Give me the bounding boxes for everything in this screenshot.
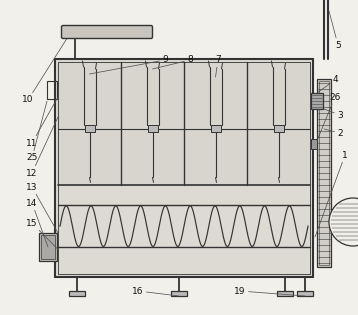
Text: 8: 8: [153, 55, 193, 69]
Bar: [317, 79, 331, 267]
Bar: [274, 125, 284, 132]
Bar: [69, 291, 85, 296]
Circle shape: [329, 198, 358, 246]
Bar: [277, 291, 293, 296]
Bar: [47, 81, 57, 99]
Text: 14: 14: [26, 198, 48, 247]
Bar: [56, 60, 312, 186]
Bar: [319, 81, 329, 265]
Text: 16: 16: [132, 287, 179, 296]
Text: 13: 13: [26, 182, 58, 233]
Bar: [211, 125, 221, 132]
Text: 9: 9: [90, 55, 168, 74]
Bar: [58, 62, 310, 274]
Text: 3: 3: [324, 109, 343, 119]
Bar: [39, 233, 57, 261]
Text: 2: 2: [324, 129, 343, 138]
Text: 10: 10: [22, 32, 71, 105]
Bar: [55, 59, 313, 277]
Text: 4: 4: [317, 76, 338, 93]
Text: 1: 1: [315, 151, 348, 237]
Bar: [147, 125, 158, 132]
Text: 15: 15: [26, 219, 58, 249]
Text: 19: 19: [234, 287, 305, 296]
Bar: [171, 291, 187, 296]
Text: A: A: [0, 314, 1, 315]
Text: 26: 26: [318, 93, 341, 138]
FancyBboxPatch shape: [62, 26, 153, 38]
Text: 12: 12: [26, 117, 58, 177]
Text: 6: 6: [0, 314, 1, 315]
Bar: [41, 235, 55, 259]
Bar: [84, 125, 95, 132]
Text: 5: 5: [329, 11, 341, 49]
Text: 7: 7: [215, 55, 221, 77]
Text: 25: 25: [26, 101, 47, 163]
Bar: [297, 291, 313, 296]
Bar: [311, 93, 323, 109]
Text: 11: 11: [26, 97, 58, 147]
Bar: [311, 139, 317, 149]
